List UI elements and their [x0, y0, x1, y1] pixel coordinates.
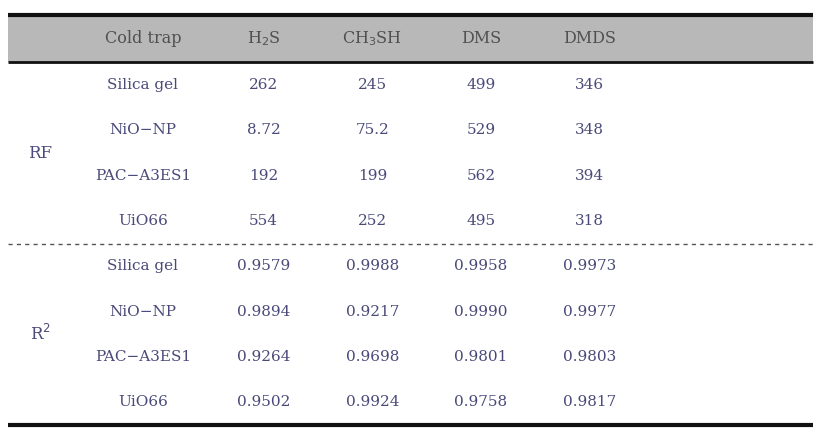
Text: 0.9977: 0.9977 — [563, 305, 616, 319]
Text: RF: RF — [29, 145, 53, 161]
Text: 0.9579: 0.9579 — [237, 259, 291, 273]
Text: 0.9217: 0.9217 — [346, 305, 399, 319]
Text: 0.9801: 0.9801 — [454, 350, 507, 364]
Text: 499: 499 — [466, 78, 496, 92]
Text: 348: 348 — [575, 123, 604, 137]
Text: 346: 346 — [575, 78, 604, 92]
Text: 0.9758: 0.9758 — [454, 395, 507, 409]
Text: Cold trap: Cold trap — [105, 31, 181, 47]
Text: NiO−NP: NiO−NP — [109, 123, 177, 137]
Text: 0.9502: 0.9502 — [237, 395, 291, 409]
Text: 0.9698: 0.9698 — [346, 350, 399, 364]
Text: DMDS: DMDS — [563, 31, 616, 47]
Text: 0.9990: 0.9990 — [454, 305, 507, 319]
Text: Silica gel: Silica gel — [108, 78, 178, 92]
Text: 75.2: 75.2 — [355, 123, 389, 137]
Text: 562: 562 — [466, 169, 495, 183]
Text: 0.9264: 0.9264 — [237, 350, 291, 364]
Text: 0.9924: 0.9924 — [346, 395, 399, 409]
Text: 529: 529 — [466, 123, 495, 137]
Text: NiO−NP: NiO−NP — [109, 305, 177, 319]
Text: 252: 252 — [358, 214, 387, 228]
Text: H$_2$S: H$_2$S — [247, 30, 281, 48]
Text: CH$_3$SH: CH$_3$SH — [342, 30, 402, 48]
Text: R$^2$: R$^2$ — [30, 324, 51, 344]
Text: 245: 245 — [358, 78, 387, 92]
Text: 394: 394 — [575, 169, 604, 183]
Text: 0.9803: 0.9803 — [563, 350, 616, 364]
Text: 262: 262 — [249, 78, 278, 92]
Text: 0.9894: 0.9894 — [237, 305, 291, 319]
Text: PAC−A3ES1: PAC−A3ES1 — [95, 350, 191, 364]
Text: 0.9973: 0.9973 — [563, 259, 616, 273]
Text: 199: 199 — [358, 169, 387, 183]
Text: Silica gel: Silica gel — [108, 259, 178, 273]
Text: PAC−A3ES1: PAC−A3ES1 — [95, 169, 191, 183]
Bar — [8, 15, 813, 62]
Text: 0.9817: 0.9817 — [563, 395, 616, 409]
Text: 8.72: 8.72 — [247, 123, 281, 137]
Text: UiO66: UiO66 — [118, 214, 168, 228]
Text: 192: 192 — [249, 169, 278, 183]
Text: 554: 554 — [249, 214, 278, 228]
Text: 495: 495 — [466, 214, 495, 228]
Text: UiO66: UiO66 — [118, 395, 168, 409]
Text: 318: 318 — [575, 214, 604, 228]
Text: DMS: DMS — [461, 31, 501, 47]
Text: 0.9958: 0.9958 — [454, 259, 507, 273]
Text: 0.9988: 0.9988 — [346, 259, 399, 273]
